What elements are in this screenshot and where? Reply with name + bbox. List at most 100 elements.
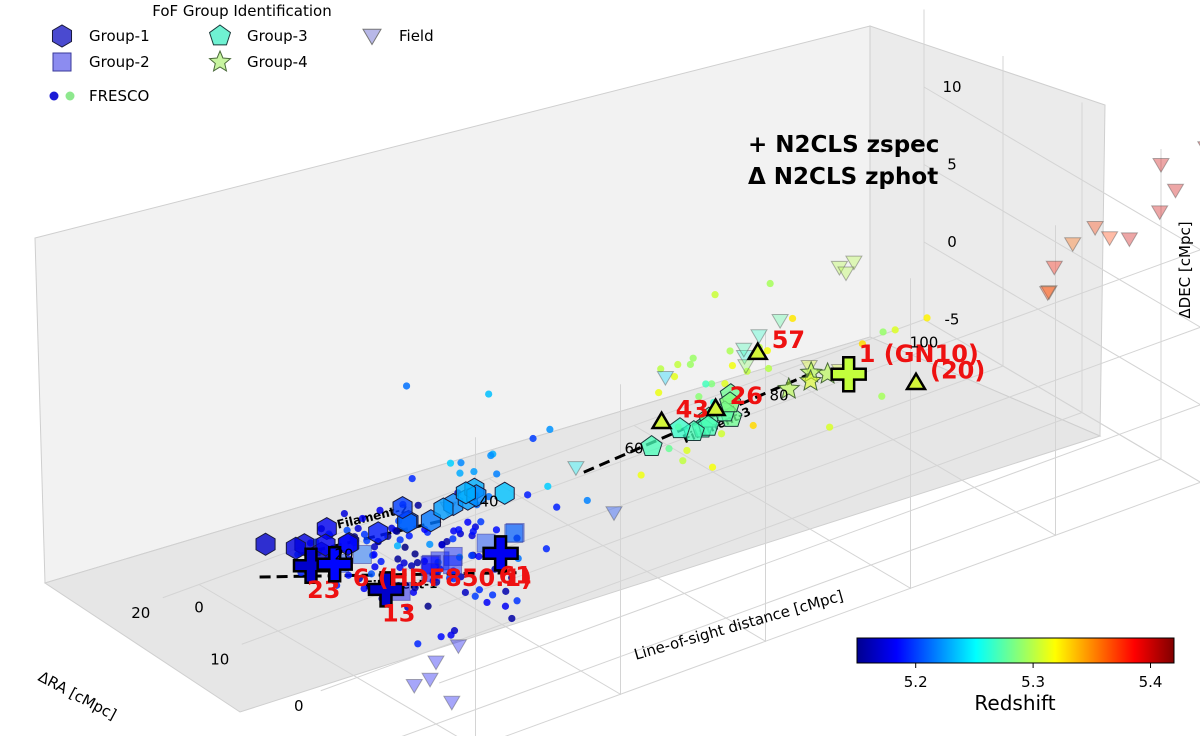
legend-label: Field — [399, 27, 434, 45]
zspec-marker — [316, 545, 353, 583]
fresco-point — [553, 503, 561, 511]
fresco-point — [449, 575, 458, 583]
zspec-marker — [830, 355, 867, 393]
colorbar-tick-label: 5.2 — [904, 673, 928, 691]
fresco-point — [524, 491, 532, 499]
fresco-point — [471, 592, 479, 600]
group-1-marker — [455, 481, 476, 505]
fresco-point — [683, 446, 691, 455]
group-1-marker — [337, 532, 358, 556]
field-marker — [1040, 285, 1058, 301]
fresco-point — [370, 550, 378, 559]
fresco-point — [355, 575, 363, 583]
x-tick-label: 40 — [479, 493, 498, 511]
field-marker — [1166, 183, 1185, 199]
group-1-marker — [494, 481, 515, 505]
fresco-point — [396, 536, 404, 544]
group-2-marker — [504, 523, 524, 543]
fresco-point — [468, 551, 476, 560]
fresco-point — [457, 459, 465, 467]
fresco-point — [411, 550, 419, 558]
field-marker — [1038, 286, 1057, 302]
fresco-point — [708, 380, 716, 388]
y-tick-label: 20 — [131, 604, 150, 622]
field-marker — [567, 461, 585, 477]
fresco-point — [529, 434, 537, 443]
group-4-marker — [798, 368, 823, 392]
fresco-point — [923, 314, 931, 322]
fresco-point — [766, 279, 774, 288]
field-marker — [605, 506, 623, 522]
fresco-point — [708, 463, 717, 471]
group-1-points — [255, 477, 515, 565]
annotation-zphot: Δ N2CLS zphot — [748, 164, 938, 190]
fresco-point — [408, 475, 416, 483]
fresco-point — [879, 328, 887, 336]
grid-line-z — [439, 241, 1200, 684]
fresco-point — [483, 598, 491, 607]
fresco-point — [437, 633, 445, 641]
fresco-point — [788, 314, 797, 323]
fresco-point — [449, 567, 458, 575]
fresco-point — [728, 361, 737, 370]
grid-line-y — [401, 149, 1162, 736]
x-tick-label: 20 — [334, 546, 353, 564]
fresco-point — [686, 360, 694, 369]
fresco-point — [358, 514, 367, 523]
field-marker — [1063, 237, 1082, 253]
group-2-marker — [443, 555, 463, 575]
fresco-point — [363, 537, 371, 545]
fresco-point — [371, 563, 379, 571]
group-4-marker — [777, 376, 801, 399]
grid-line-z — [504, 319, 1200, 736]
fresco-point — [485, 493, 493, 501]
fresco-point — [502, 587, 510, 595]
fresco-point — [689, 354, 697, 362]
annotation-zspec: + N2CLS zspec — [748, 132, 939, 158]
legend: FoF Group Identification Group-1 Group-3 F… — [49, 2, 434, 105]
legend-marker-fresco-secondary — [65, 91, 75, 101]
z-axis-label: ΔDEC [cMpc] — [1176, 221, 1194, 318]
fresco-point — [446, 459, 455, 467]
fresco-point — [469, 527, 477, 536]
field-marker — [1045, 260, 1064, 276]
fresco-point — [891, 326, 899, 334]
field-marker — [442, 695, 461, 711]
zphot-marker — [746, 341, 769, 361]
group-3-points — [640, 383, 743, 457]
z-tick-label: 0 — [947, 233, 957, 251]
legend-label: Group-1 — [89, 27, 150, 45]
colorbar-ticks: 5.2 5.3 5.4 — [904, 663, 1162, 691]
fresco-point — [377, 557, 385, 566]
fresco-point — [670, 372, 679, 381]
group-1-marker — [285, 536, 306, 560]
z-tick-label: -5 — [945, 311, 960, 329]
fresco-point — [487, 451, 495, 460]
n2cls-annotation: + N2CLS zspec Δ N2CLS zphot — [748, 132, 939, 190]
axes-panes — [34, 25, 1106, 713]
y-axis-ticks: -1001020 — [131, 604, 303, 715]
field-marker — [449, 639, 468, 655]
fresco-point — [489, 591, 497, 599]
fresco-point — [513, 534, 521, 542]
group-3-marker — [719, 391, 742, 413]
zphot-marker — [704, 397, 727, 417]
fresco-point — [456, 469, 464, 477]
fresco-point — [449, 535, 457, 543]
fresco-point — [443, 537, 451, 546]
group-1-marker — [368, 521, 389, 545]
y-tick-label: 10 — [210, 650, 229, 668]
fresco-point — [414, 501, 422, 509]
fresco-point — [360, 530, 369, 538]
legend-marker-field — [362, 28, 382, 46]
x-axis-label: Line-of-sight distance [cMpc] — [632, 587, 845, 664]
fresco-point — [655, 389, 663, 397]
fresco-point — [447, 631, 455, 639]
fresco-point — [743, 367, 751, 375]
field-marker — [845, 255, 863, 271]
y-axis-label: ΔRA [cMpc] — [35, 668, 119, 724]
zspec-marker — [367, 571, 405, 608]
n2cls-zphot-markers: 57 26 43 (20) — [650, 326, 985, 430]
